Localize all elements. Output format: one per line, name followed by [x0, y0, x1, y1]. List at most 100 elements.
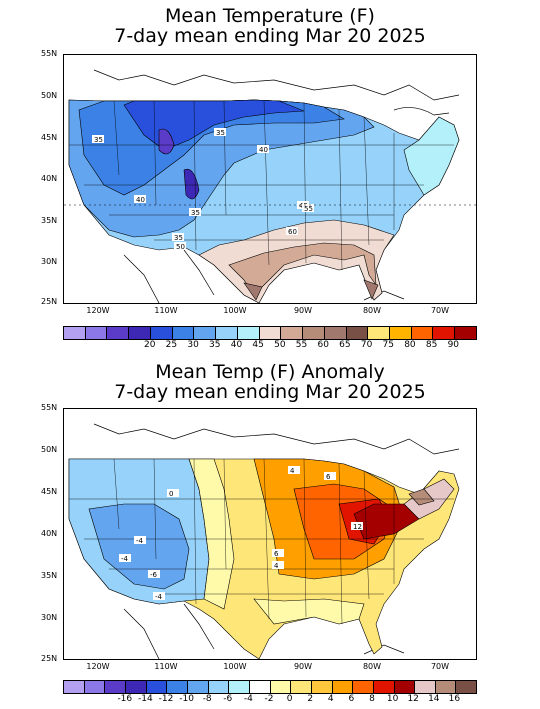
colorbar-label: 70	[360, 340, 373, 350]
lon-label: 110W	[154, 662, 178, 671]
gulf-neutral	[253, 598, 365, 625]
lat-label: 45N	[41, 133, 58, 142]
colorbar-label: 4	[327, 694, 334, 704]
panel2-map: -4 -4 -6 4 6 6 4 12 0 -4	[63, 408, 477, 660]
colorbar-label: -6	[223, 694, 233, 704]
colorbar-swatch	[373, 681, 395, 693]
colorbar-swatch	[394, 681, 416, 693]
contour-label: -6	[150, 571, 158, 579]
contour-label: -4	[155, 593, 163, 601]
lon-label: 80W	[362, 306, 382, 315]
lat-label: 45N	[41, 487, 58, 496]
lat-label: 50N	[41, 445, 58, 454]
contour-label: 40	[259, 146, 268, 154]
lon-label: 70W	[430, 306, 450, 315]
panel2-title-line2: 7-day mean ending Mar 20 2025	[114, 381, 426, 403]
contour-label: 6	[274, 550, 279, 558]
colorbar-swatch	[332, 681, 354, 693]
colorbar-label: 80	[404, 340, 416, 350]
colorbar-swatch	[64, 327, 86, 339]
lon-label: 120W	[86, 662, 110, 671]
colorbar-swatch	[172, 327, 195, 339]
colorbar-swatch	[187, 681, 209, 693]
colorbar-swatch	[324, 327, 347, 339]
contour-label: -4	[136, 537, 144, 545]
colorbar-swatch	[237, 327, 260, 339]
colorbar-label: 6	[348, 694, 355, 704]
colorbar-swatch	[64, 681, 85, 693]
colorbar-label: 30	[187, 340, 199, 350]
colorbar-label: -4	[243, 694, 253, 704]
colorbar-label: 20	[144, 340, 156, 350]
colorbar-swatch	[125, 681, 147, 693]
panel1-map-svg: 35 35 35 40 40 45 35 50 60 55	[64, 69, 476, 303]
colorbar-label: 90	[447, 340, 460, 350]
lat-label: 25N	[41, 654, 58, 663]
colorbar-swatch	[291, 681, 312, 693]
lon-label: 100W	[223, 662, 247, 671]
colorbar-label: 2	[307, 694, 314, 704]
colorbar-label: -10	[179, 694, 194, 704]
contour-label: 50	[176, 243, 185, 251]
colorbar-swatch	[303, 327, 325, 339]
colorbar-swatch	[84, 681, 106, 693]
colorbar-swatch	[390, 327, 412, 339]
lat-label: 35N	[41, 571, 58, 580]
colorbar-swatch	[433, 327, 456, 339]
colorbar-swatch	[167, 681, 188, 693]
colorbar-swatch	[105, 681, 126, 693]
colorbar-swatch	[411, 327, 434, 339]
lat-label: 25N	[41, 297, 58, 306]
panel2-title-line1: Mean Temp (F) Anomaly	[155, 361, 385, 383]
colorbar-label: 35	[209, 340, 221, 350]
colorbar-label: 16	[448, 694, 461, 704]
lat-label: 40N	[41, 174, 58, 183]
colorbar-label: -2	[264, 694, 274, 704]
colorbar-swatch	[415, 681, 436, 693]
colorbar-label: 8	[369, 694, 375, 704]
colorbar-swatch	[107, 327, 130, 339]
colorbar-label: -16	[117, 694, 133, 704]
contour-label: 35	[191, 209, 200, 217]
panel1-title-line2: 7-day mean ending Mar 20 2025	[114, 25, 426, 47]
contour-label: 40	[136, 196, 145, 204]
lon-label: 110W	[154, 306, 178, 315]
colorbar-swatch	[85, 327, 108, 339]
colorbar-label: 85	[425, 340, 438, 350]
contour-label: 60	[288, 228, 297, 236]
colorbar-swatch	[146, 681, 168, 693]
contour-label: 35	[216, 129, 225, 137]
colorbar-label: -14	[138, 694, 153, 704]
colorbar-label: 60	[317, 340, 329, 350]
colorbar-swatch	[249, 681, 271, 693]
northeast-cool	[403, 116, 460, 196]
panel1-colorbar	[63, 326, 477, 340]
colorbar-label: 65	[339, 340, 351, 350]
colorbar-swatch	[368, 327, 391, 339]
colorbar-label: 75	[382, 340, 394, 350]
lon-label: 100W	[223, 306, 247, 315]
lon-label: 70W	[430, 662, 450, 671]
maine-anomaly	[408, 488, 435, 506]
lon-label: 90W	[293, 306, 313, 315]
colorbar-swatch	[216, 327, 238, 339]
colorbar-swatch	[311, 681, 333, 693]
colorbar-swatch	[229, 681, 250, 693]
lat-label: 35N	[41, 216, 58, 225]
contour-label: 0	[169, 490, 173, 498]
colorbar-swatch	[259, 327, 282, 339]
colorbar-swatch	[281, 327, 304, 339]
colorbar-label: 0	[286, 694, 293, 704]
colorbar-swatch	[456, 681, 477, 693]
contour-label: 55	[304, 205, 313, 213]
lat-label: 30N	[41, 257, 58, 266]
lat-label: 55N	[41, 49, 58, 58]
colorbar-swatch	[150, 327, 173, 339]
colorbar-swatch	[270, 681, 292, 693]
colorbar-label: 40	[230, 340, 243, 350]
contour-label: 12	[353, 523, 362, 531]
lat-label: 30N	[41, 613, 58, 622]
colorbar-label: 10	[386, 694, 399, 704]
colorbar-swatch	[455, 327, 476, 339]
contour-label: 4	[290, 467, 295, 475]
